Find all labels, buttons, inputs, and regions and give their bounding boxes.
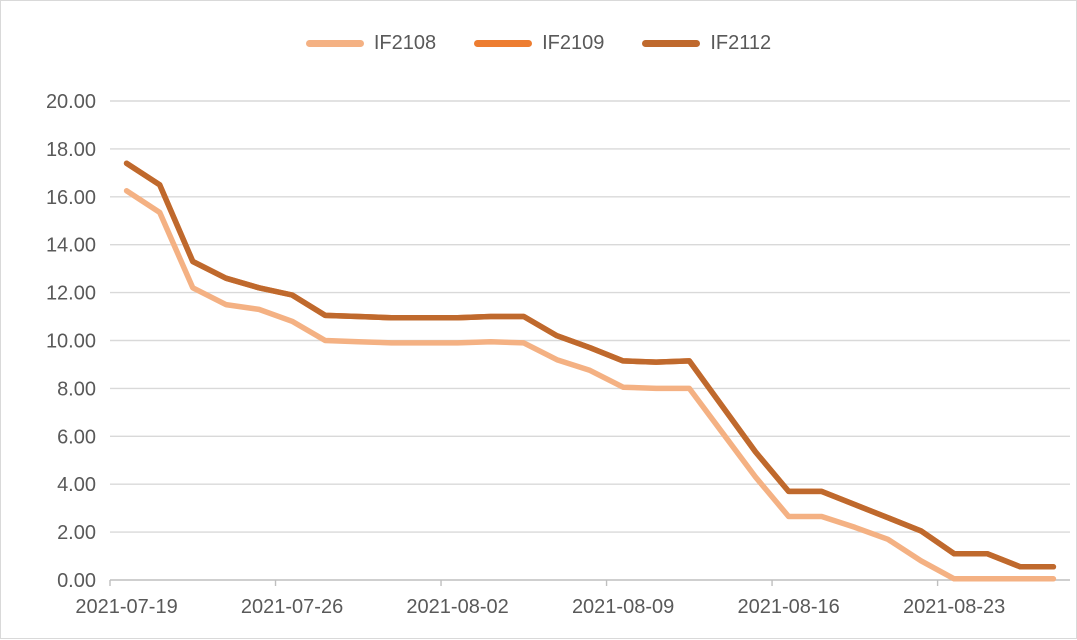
x-tick-label: 2021-08-09 — [572, 596, 674, 618]
legend-swatch-if2108 — [305, 39, 364, 47]
x-tick-label: 2021-08-02 — [406, 596, 508, 618]
y-tick-label: 20.00 — [46, 91, 96, 113]
y-tick-label: 14.00 — [46, 235, 96, 257]
x-tick-label: 2021-08-16 — [737, 596, 839, 618]
legend-label-if2112: IF2112 — [710, 32, 772, 54]
legend-item-if2108: IF2108 — [305, 32, 437, 54]
y-tick-label: 10.00 — [46, 331, 96, 353]
legend-label-if2108: IF2108 — [373, 32, 437, 54]
y-tick-label: 18.00 — [46, 139, 96, 161]
legend-swatch-if2109 — [474, 39, 533, 47]
series-line-if2109 — [123, 160, 1057, 570]
y-tick-label: 12.00 — [46, 283, 96, 305]
legend-item-if2109: IF2109 — [474, 33, 604, 53]
legend: IF2108 IF2109 IF2112 — [1, 33, 1076, 53]
y-tick-label: 4.00 — [57, 474, 96, 496]
y-tick-label: 0.00 — [57, 570, 96, 592]
x-tick-label: 2021-07-26 — [241, 596, 343, 618]
series-line-if2112 — [123, 160, 1057, 570]
legend-label-if2109: IF2109 — [542, 32, 605, 54]
x-tick-label: 2021-07-19 — [75, 596, 177, 618]
y-tick-label: 2.00 — [57, 522, 96, 544]
x-tick-label: 2021-08-23 — [903, 596, 1005, 618]
y-tick-label: 16.00 — [46, 187, 96, 209]
series-line-if2108 — [123, 188, 1057, 582]
legend-item-if2112: IF2112 — [642, 33, 771, 53]
y-tick-label: 6.00 — [57, 426, 96, 448]
legend-swatch-if2112 — [642, 39, 701, 47]
y-tick-label: 8.00 — [57, 378, 96, 400]
